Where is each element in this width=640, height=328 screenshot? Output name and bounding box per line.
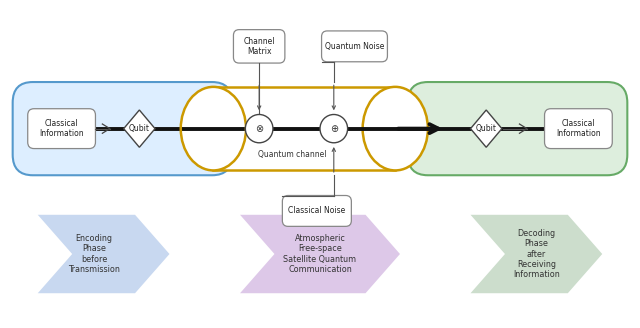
Polygon shape (38, 215, 170, 293)
Text: Quantum channel: Quantum channel (257, 150, 326, 159)
FancyBboxPatch shape (282, 195, 351, 226)
Circle shape (245, 114, 273, 143)
Text: Quantum Noise: Quantum Noise (325, 42, 384, 51)
FancyBboxPatch shape (545, 109, 612, 149)
Text: Qubit: Qubit (129, 124, 150, 133)
FancyBboxPatch shape (234, 30, 285, 63)
Polygon shape (124, 110, 155, 147)
Text: Classical
Information: Classical Information (556, 119, 601, 138)
FancyBboxPatch shape (321, 31, 387, 62)
FancyBboxPatch shape (408, 82, 627, 175)
Polygon shape (470, 215, 602, 293)
Text: Decoding
Phase
after
Receiving
Information: Decoding Phase after Receiving Informati… (513, 229, 560, 279)
Ellipse shape (363, 87, 428, 171)
Polygon shape (470, 110, 502, 147)
Text: ⊗: ⊗ (255, 124, 263, 133)
FancyBboxPatch shape (13, 82, 232, 175)
FancyBboxPatch shape (28, 109, 95, 149)
Ellipse shape (180, 87, 246, 171)
Text: Atmospheric
Free-space
Satellite Quantum
Communication: Atmospheric Free-space Satellite Quantum… (284, 234, 356, 274)
Circle shape (320, 114, 348, 143)
Text: Classical
Information: Classical Information (39, 119, 84, 138)
Text: Classical Noise: Classical Noise (288, 206, 346, 215)
Text: ⊕: ⊕ (330, 124, 338, 133)
Text: Qubit: Qubit (476, 124, 497, 133)
Polygon shape (240, 215, 400, 293)
Text: Channel
Matrix: Channel Matrix (243, 37, 275, 56)
Text: Encoding
Phase
before
Transmission: Encoding Phase before Transmission (68, 234, 120, 274)
Polygon shape (213, 87, 396, 171)
